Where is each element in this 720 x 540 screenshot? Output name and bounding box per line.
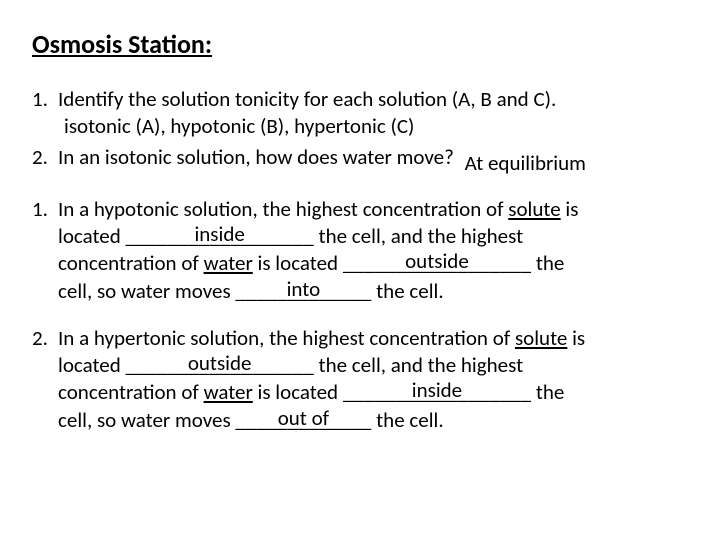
text-run: located	[58, 223, 126, 249]
answer-text: At equilibrium	[465, 150, 586, 176]
blank-2: __________________outside	[343, 250, 531, 277]
blank-2: __________________inside	[343, 379, 531, 406]
answer-text: isotonic (A), hypotonic (B), hypertonic …	[58, 113, 688, 140]
text-run: is located	[253, 379, 343, 405]
text-run: cell, so water moves	[58, 407, 235, 433]
text-run: the cell.	[371, 407, 443, 433]
text-run: the cell, and the highest	[314, 223, 523, 249]
item-number: 2.	[32, 325, 58, 434]
text-run: In a hypertonic solution, the highest co…	[58, 325, 515, 351]
text-run: concentration of	[58, 379, 204, 405]
blank-answer: out of	[235, 405, 371, 432]
underlined-word: water	[204, 379, 253, 405]
text-run: In a hypotonic solution, the highest con…	[58, 196, 508, 222]
page-title: Osmosis Station:	[32, 28, 688, 62]
item-number: 2.	[32, 144, 58, 171]
blank-3: _____________out of	[235, 407, 371, 434]
text-run: is located	[253, 250, 343, 276]
text-run: located	[58, 352, 126, 378]
blank-1: __________________outside	[126, 352, 314, 379]
text-run: the cell.	[371, 278, 443, 304]
question-2: 2. In an isotonic solution, how does wat…	[32, 144, 688, 171]
text-run: the cell, and the highest	[314, 352, 523, 378]
blank-answer: outside	[126, 350, 314, 377]
text-run: the	[531, 250, 564, 276]
blank-answer: into	[235, 276, 371, 303]
text-run: cell, so water moves	[58, 278, 235, 304]
item-number: 1.	[32, 86, 58, 143]
blank-answer: inside	[343, 377, 531, 404]
blank-answer: outside	[343, 248, 531, 275]
underlined-word: solute	[508, 196, 560, 222]
question-1: 1. Identify the solution tonicity for ea…	[32, 86, 688, 143]
section-2: 1. In a hypotonic solution, the highest …	[32, 196, 688, 434]
text-run: the	[531, 379, 564, 405]
text-run: is	[567, 325, 585, 351]
fill-blank-q2: 2. In a hypertonic solution, the highest…	[32, 325, 688, 434]
question-text: In an isotonic solution, how does water …	[58, 144, 454, 170]
underlined-word: solute	[515, 325, 567, 351]
item-number: 1.	[32, 196, 58, 305]
text-run: concentration of	[58, 250, 204, 276]
underlined-word: water	[204, 250, 253, 276]
text-run: is	[561, 196, 579, 222]
blank-3: _____________into	[235, 278, 371, 305]
blank-1: __________________inside	[126, 223, 314, 250]
section-1: 1. Identify the solution tonicity for ea…	[32, 86, 688, 172]
fill-blank-q1: 1. In a hypotonic solution, the highest …	[32, 196, 688, 305]
blank-answer: inside	[126, 221, 314, 248]
question-text: Identify the solution tonicity for each …	[58, 86, 556, 112]
